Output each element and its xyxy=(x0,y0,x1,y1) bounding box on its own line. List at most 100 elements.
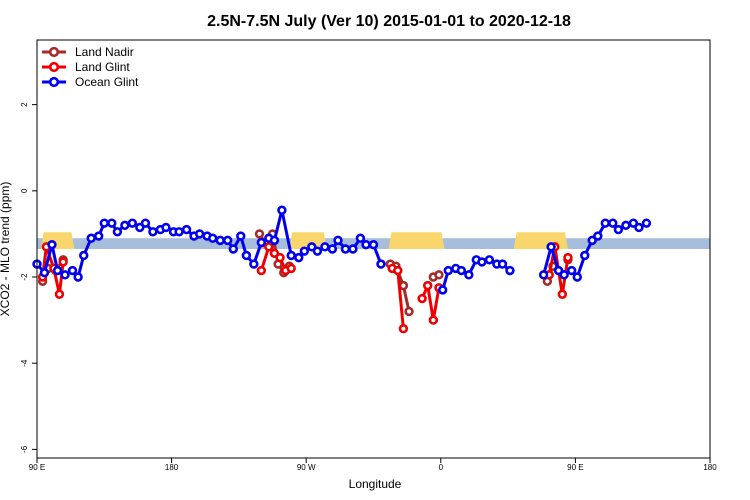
x-tick-label: 90 E xyxy=(29,463,45,472)
data-point xyxy=(566,265,577,276)
legend-entry: Ocean Glint xyxy=(42,75,139,89)
data-point xyxy=(417,293,427,304)
data-point xyxy=(497,259,508,269)
data-point xyxy=(434,270,444,280)
data-point xyxy=(563,252,573,263)
data-point xyxy=(222,235,233,246)
plot-frame xyxy=(36,39,711,459)
data-point xyxy=(376,259,386,269)
data-point xyxy=(277,205,287,215)
data-point xyxy=(73,272,83,282)
data-point xyxy=(404,306,414,317)
y-axis-label: XCO2 - MLO trend (ppm) xyxy=(0,182,12,317)
data-point xyxy=(194,229,205,239)
data-point xyxy=(286,263,296,274)
land-band-segment xyxy=(289,232,327,249)
data-point xyxy=(208,233,218,243)
data-point xyxy=(294,252,304,263)
data-point xyxy=(254,229,265,239)
data-point xyxy=(161,222,171,233)
data-point xyxy=(477,257,487,267)
data-point xyxy=(181,224,192,235)
y-tick-label: 0 xyxy=(20,188,29,193)
land-band-segment xyxy=(388,232,445,249)
data-point xyxy=(60,270,70,280)
x-tick-label: 0 xyxy=(439,463,444,472)
data-point xyxy=(340,244,351,254)
data-point xyxy=(99,218,110,228)
data-point xyxy=(546,242,556,252)
data-point xyxy=(299,246,310,256)
data-point xyxy=(58,257,68,267)
legend-marker xyxy=(48,61,60,73)
legend-label: Land Nadir xyxy=(75,45,134,59)
data-point xyxy=(249,259,259,269)
data-point xyxy=(572,272,582,282)
data-point xyxy=(368,239,379,250)
data-point xyxy=(505,265,515,276)
data-point xyxy=(54,289,65,299)
data-point xyxy=(484,255,495,265)
x-tick-label: 180 xyxy=(165,463,179,472)
series-ocean-glint xyxy=(32,205,652,295)
data-point xyxy=(398,280,409,291)
data-point xyxy=(228,244,238,254)
data-point xyxy=(559,270,569,280)
legend-entry: Land Nadir xyxy=(42,45,134,59)
data-point xyxy=(464,270,474,280)
plot-area xyxy=(32,205,710,334)
land-band-segment xyxy=(513,232,568,249)
x-tick-label: 180 xyxy=(703,463,717,472)
data-point xyxy=(608,218,618,228)
legend-label: Ocean Glint xyxy=(75,75,139,89)
data-point xyxy=(593,231,603,241)
data-point xyxy=(86,233,96,243)
data-point xyxy=(333,235,343,246)
data-point xyxy=(398,324,409,334)
data-point xyxy=(613,224,624,235)
data-point xyxy=(174,227,184,237)
data-point xyxy=(241,250,252,261)
data-point xyxy=(148,227,158,237)
data-point xyxy=(52,265,63,276)
x-tick-label: 90 W xyxy=(297,463,316,472)
data-point xyxy=(93,231,104,241)
data-point xyxy=(557,289,568,299)
data-point xyxy=(634,222,644,233)
x-axis-label: Longitude xyxy=(349,477,402,491)
legend-marker xyxy=(48,76,60,88)
axes: 90 E 180 90 W 0 90 E 180 -6 -4 -2 0 2 xyxy=(20,102,717,472)
data-point xyxy=(39,268,50,278)
data-point xyxy=(275,252,285,263)
data-point xyxy=(120,220,130,230)
data-point xyxy=(107,218,117,228)
data-point xyxy=(67,265,78,276)
data-point xyxy=(312,246,323,256)
data-point xyxy=(428,315,439,325)
data-point xyxy=(112,227,123,237)
data-point xyxy=(456,265,467,276)
legend-marker xyxy=(48,46,60,58)
data-point xyxy=(538,270,549,280)
data-point xyxy=(580,250,590,261)
data-point xyxy=(286,250,296,261)
data-point xyxy=(443,265,453,276)
data-point xyxy=(47,239,57,250)
legend-label: Land Glint xyxy=(75,60,130,74)
series-line xyxy=(420,284,441,322)
data-point xyxy=(393,265,403,276)
data-point xyxy=(423,280,433,291)
y-tick-label: 2 xyxy=(20,102,29,107)
chart-title: 2.5N-7.5N July (Ver 10) 2015-01-01 to 20… xyxy=(207,13,571,30)
data-point xyxy=(79,250,89,261)
data-point xyxy=(127,218,138,228)
data-point xyxy=(348,244,358,254)
data-point xyxy=(264,242,274,252)
data-point xyxy=(437,285,448,295)
data-point xyxy=(621,220,631,230)
data-point xyxy=(361,239,371,250)
data-point xyxy=(641,218,652,228)
data-point xyxy=(256,265,267,276)
